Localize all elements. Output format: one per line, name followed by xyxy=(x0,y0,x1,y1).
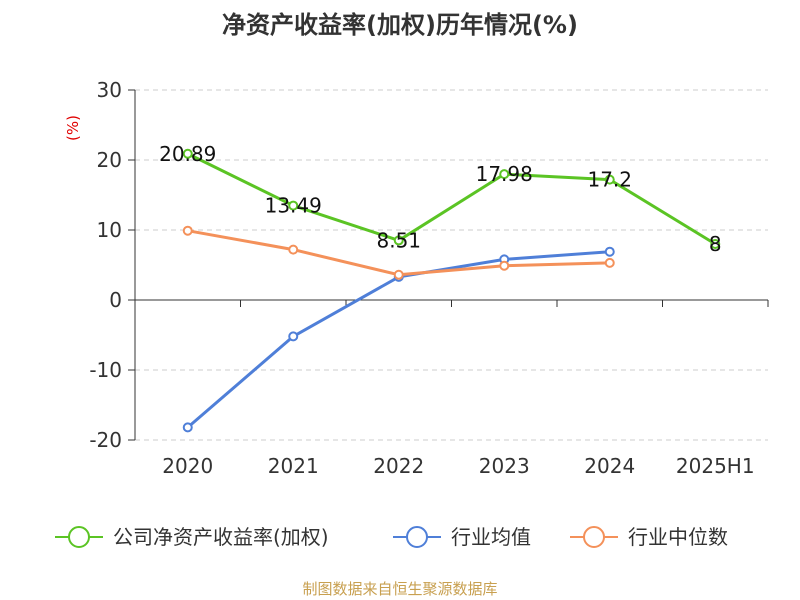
legend-label: 行业中位数 xyxy=(628,525,728,549)
source-note: 制图数据来自恒生聚源数据库 xyxy=(302,580,497,598)
legend-label: 公司净资产收益率(加权) xyxy=(113,525,329,549)
data-point xyxy=(393,235,404,246)
data-point xyxy=(499,260,510,271)
data-point xyxy=(604,174,615,185)
data-labels: 20.89 13.49 8.51 17.98 17.2 8 xyxy=(159,142,722,256)
y-axis-label: (%) xyxy=(64,115,82,141)
y-tick-label: 0 xyxy=(109,288,122,312)
x-tick-label: 2020 xyxy=(162,454,213,478)
y-tick-label: -20 xyxy=(89,428,122,452)
legend: 公司净资产收益率(加权) 行业均值 行业中位数 xyxy=(55,525,728,549)
y-tick-label: -10 xyxy=(89,358,122,382)
series-line xyxy=(187,152,717,246)
y-tick-label: 20 xyxy=(97,148,122,172)
y-tick-label: 10 xyxy=(97,218,122,242)
data-point xyxy=(288,331,299,342)
data-point xyxy=(604,257,615,268)
axes: 30 20 10 0 -10 -20 2020 2021 2022 2023 2024 2025H1 xyxy=(89,78,769,478)
data-point xyxy=(182,148,193,159)
data-label: 17.98 xyxy=(476,162,533,186)
x-tick-label: 2025H1 xyxy=(676,454,755,478)
series-lines xyxy=(182,148,721,433)
chart-title: 净资产收益率(加权)历年情况(%) xyxy=(222,11,578,39)
data-point xyxy=(288,200,299,211)
data-label: 8 xyxy=(709,232,722,256)
data-point xyxy=(499,169,510,180)
legend-marker xyxy=(583,526,605,548)
data-point xyxy=(604,246,615,257)
gridlines xyxy=(135,89,768,441)
legend-label: 行业均值 xyxy=(451,525,531,549)
legend-marker xyxy=(406,526,428,548)
data-label: 8.51 xyxy=(376,228,421,252)
x-tick-label: 2021 xyxy=(268,454,319,478)
data-point xyxy=(393,269,404,280)
x-tick-label: 2023 xyxy=(479,454,530,478)
x-tick-label: 2024 xyxy=(584,454,635,478)
data-point xyxy=(182,225,193,236)
x-tick-label: 2022 xyxy=(373,454,424,478)
data-point xyxy=(288,244,299,255)
data-point xyxy=(182,422,193,433)
data-label: 20.89 xyxy=(159,142,216,166)
data-point xyxy=(710,239,721,249)
y-tick-label: 30 xyxy=(97,78,122,102)
data-label: 13.49 xyxy=(265,194,322,218)
legend-marker xyxy=(68,526,90,548)
data-label: 17.2 xyxy=(587,168,632,192)
